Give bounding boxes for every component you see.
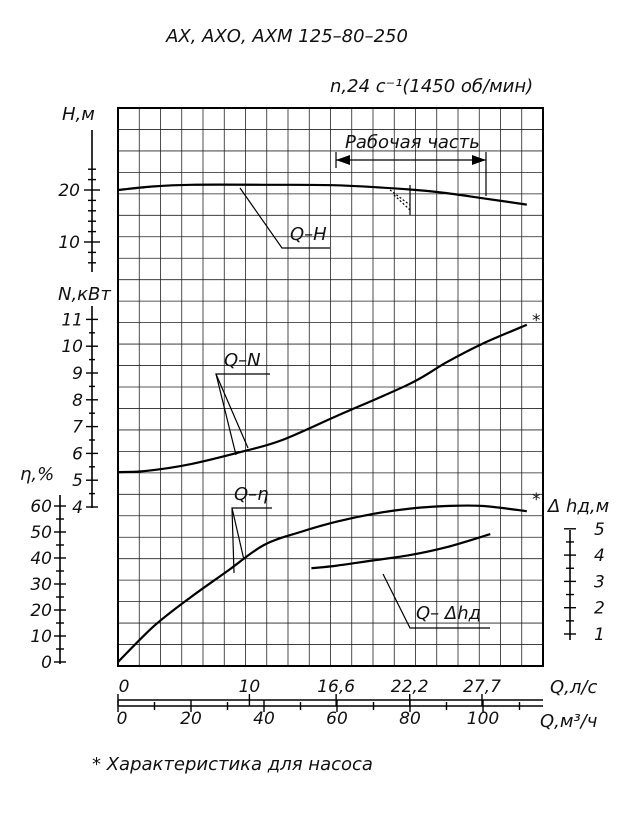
- n-tick-label: 4: [72, 498, 83, 518]
- dh-axis-label: Δ hд,м: [546, 496, 609, 517]
- qm3h-tick-label: 100: [467, 709, 499, 729]
- qls-tick-label: 22,2: [391, 677, 429, 697]
- curve-q-eta: [117, 504, 527, 663]
- working-range-marker: Рабочая часть: [335, 132, 487, 215]
- qm3h-tick-label: 20: [180, 709, 202, 729]
- n-tick-label: 10: [61, 337, 83, 357]
- qls-tick-label: 16,6: [317, 677, 355, 697]
- h-tick-label: 20: [58, 181, 80, 201]
- dh-tick-label: 2: [594, 599, 605, 619]
- dh-tick-label: 1: [594, 625, 605, 645]
- leader-q-dh: [382, 573, 490, 629]
- qls-axis-label: Q,л/с: [550, 677, 597, 698]
- eta-tick-label: 20: [30, 601, 52, 621]
- n-axis-label: N,кВт: [58, 284, 111, 305]
- n-tick-label: 11: [61, 310, 83, 330]
- dh-tick-label: 5: [594, 520, 605, 540]
- n-tick-label: 7: [72, 418, 83, 438]
- speed-label: n,24 c⁻¹(1450 об/мин): [330, 76, 533, 97]
- label-q-n: Q–N: [224, 350, 261, 371]
- dh-tick-label: 4: [594, 546, 605, 566]
- eta-tick-label: 30: [30, 575, 52, 595]
- qm3h-axis-label: Q,м³/ч: [540, 711, 597, 732]
- curve-q-h: [117, 183, 527, 206]
- label-q-eta: Q–η: [234, 484, 269, 505]
- curve-q-n: [117, 323, 528, 474]
- eta-tick-label: 40: [30, 549, 52, 569]
- asterisk-qn: *: [532, 311, 541, 331]
- asterisk-qeta: *: [532, 490, 541, 510]
- leader-q-h: [239, 187, 330, 249]
- footnote: * Характеристика для насоса: [92, 754, 373, 775]
- leader-q-eta-2: [231, 507, 245, 561]
- plot-frame: [117, 107, 544, 667]
- eta-tick-label: 50: [30, 523, 52, 543]
- qls-tick-label: 0: [119, 677, 130, 697]
- eta-tick-label: 0: [41, 653, 52, 673]
- curve-leaders: Q–H Q–N Q–η Q– Δhд: [215, 187, 490, 629]
- qm3h-tick-label: 60: [326, 709, 348, 729]
- qls-tick-label: 10: [239, 677, 261, 697]
- chart-title: АХ, АХО, АХМ 125–80–250: [165, 26, 408, 47]
- n-tick-label: 9: [72, 364, 83, 384]
- qm3h-tick-label: 40: [253, 709, 275, 729]
- n-tick-label: 6: [72, 444, 83, 464]
- label-q-h: Q–H: [290, 224, 327, 245]
- curves: [117, 183, 528, 663]
- n-tick-label: 5: [72, 471, 83, 491]
- grid: [118, 108, 543, 666]
- eta-axis-label: η,%: [20, 464, 54, 485]
- h-tick-label: 10: [58, 233, 80, 253]
- working-range-label: Рабочая часть: [345, 132, 480, 153]
- qm3h-tick-label: 0: [117, 709, 128, 729]
- axes: Н,м2010N,кВт1110987654η,%6050403020100Δ …: [20, 104, 609, 732]
- dh-tick-label: 3: [594, 572, 605, 592]
- qls-tick-label: 27,7: [463, 677, 501, 697]
- n-tick-label: 8: [72, 391, 83, 411]
- curve-q-dh: [311, 533, 491, 570]
- leader-q-n-2: [215, 373, 237, 456]
- eta-tick-label: 10: [30, 627, 52, 647]
- qm3h-tick-label: 80: [399, 709, 421, 729]
- label-q-dh: Q– Δhд: [416, 603, 481, 624]
- h-axis-label: Н,м: [62, 104, 95, 125]
- eta-tick-label: 60: [30, 497, 52, 517]
